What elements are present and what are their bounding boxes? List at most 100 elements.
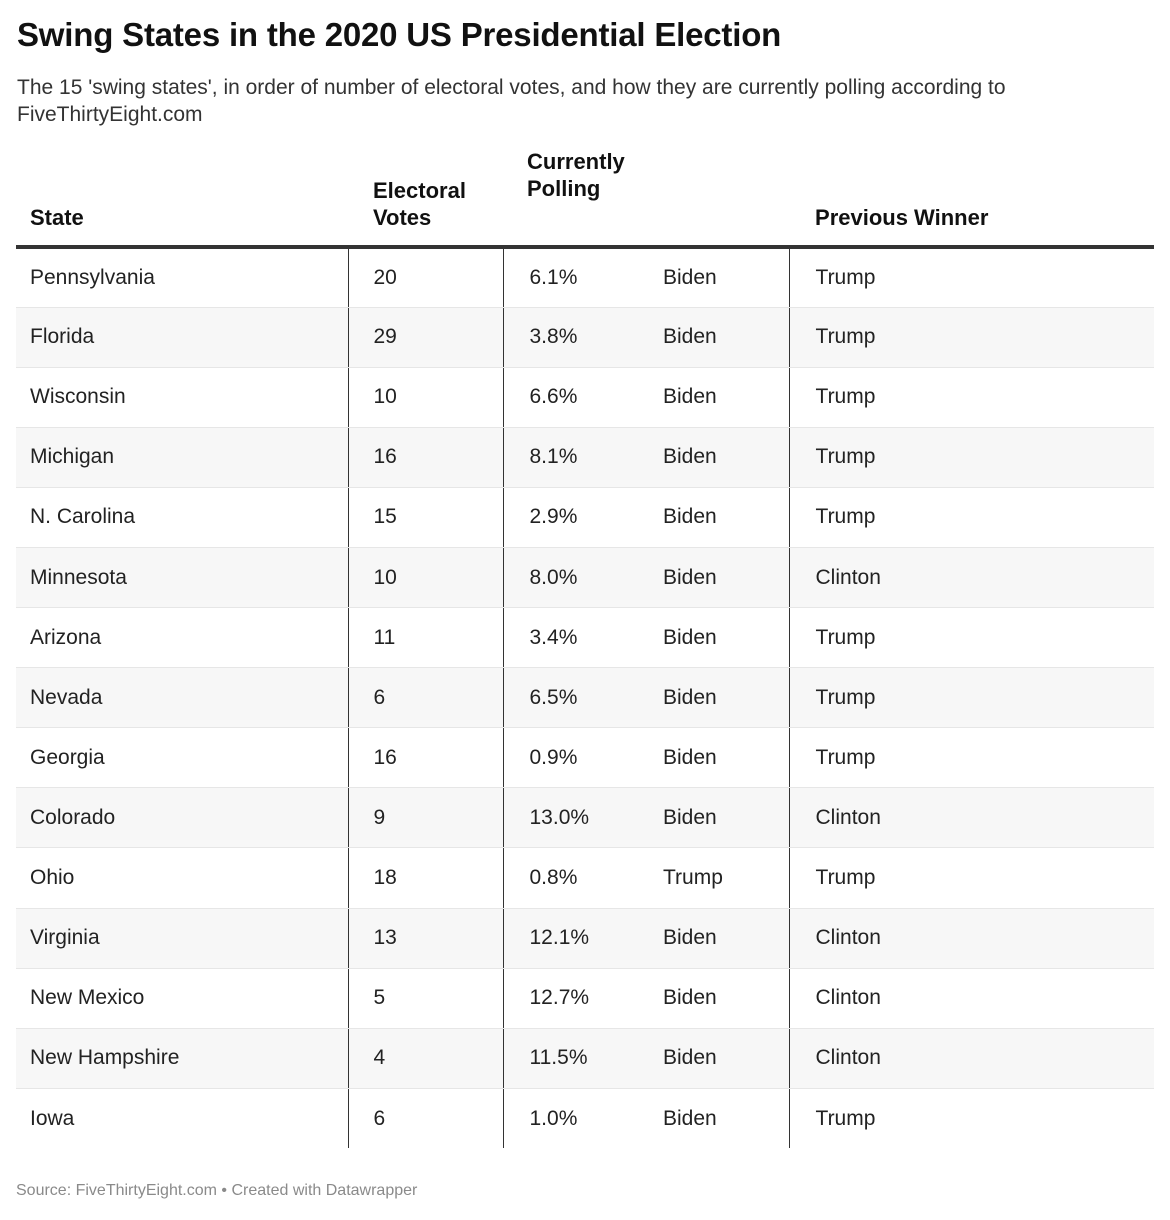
cell-polling-leader: Biden <box>661 367 790 428</box>
cell-state: Michigan <box>16 427 348 488</box>
cell-state: Arizona <box>16 607 348 669</box>
cell-polling-leader: Biden <box>661 908 790 969</box>
cell-previous-winner: Trump <box>788 847 1155 909</box>
header-state[interactable]: State <box>16 168 348 249</box>
table-row: Ohio 18 0.8% Trump Trump <box>16 847 1155 909</box>
cell-previous-winner: Trump <box>788 367 1155 428</box>
cell-polling-leader: Biden <box>661 667 790 729</box>
table-row: Colorado 9 13.0% Biden Clinton <box>16 787 1155 849</box>
chart-subtitle: The 15 'swing states', in order of numbe… <box>17 76 1006 126</box>
cell-electoral-votes: 10 <box>347 547 503 609</box>
table-row: N. Carolina 15 2.9% Biden Trump <box>16 487 1155 548</box>
cell-polling-leader: Biden <box>661 727 790 789</box>
header-previous-winner[interactable]: Previous Winner <box>789 168 1155 249</box>
cell-polling-margin: 2.9% <box>502 487 661 548</box>
cell-state: Georgia <box>16 727 348 789</box>
cell-previous-winner: Clinton <box>788 787 1155 849</box>
cell-electoral-votes: 10 <box>347 367 503 428</box>
cell-electoral-votes: 20 <box>347 247 503 308</box>
source-footer: Source: FiveThirtyEight.com • Created wi… <box>16 1182 418 1199</box>
cell-polling-margin: 8.0% <box>502 547 661 609</box>
cell-previous-winner: Clinton <box>788 908 1155 969</box>
cell-polling-leader: Biden <box>663 1106 717 1130</box>
cell-polling-margin: 6.6% <box>502 367 661 428</box>
cell-electoral-votes: 16 <box>347 727 503 789</box>
cell-electoral-votes: 18 <box>347 847 503 909</box>
cell-state: New Mexico <box>16 968 348 1029</box>
cell-polling-margin: 13.0% <box>502 787 661 849</box>
cell-previous-winner: Trump <box>788 667 1155 729</box>
table-row: Nevada 6 6.5% Biden Trump <box>16 667 1155 729</box>
cell-polling-margin: 0.9% <box>502 727 661 789</box>
source-link[interactable]: FiveThirtyEight.com <box>75 1182 217 1199</box>
cell-previous-winner: Clinton <box>788 547 1155 609</box>
cell-electoral-votes: 13 <box>347 908 503 969</box>
cell-state: Minnesota <box>16 547 348 609</box>
cell-polling-margin: 1.0% <box>502 1088 661 1149</box>
cell-state: Ohio <box>16 847 348 909</box>
cell-previous-winner: Trump <box>788 727 1155 789</box>
table-row: Virginia 13 12.1% Biden Clinton <box>16 908 1155 969</box>
cell-polling-margin: 3.8% <box>502 307 661 368</box>
cell-previous-winner: Trump <box>788 307 1155 368</box>
cell-polling-margin: 3.4% <box>502 607 661 669</box>
cell-previous-winner: Clinton <box>788 1028 1155 1089</box>
header-currently-polling[interactable]: Currently Polling <box>503 149 790 249</box>
table-row: Arizona 11 3.4% Biden Trump <box>16 607 1155 669</box>
cell-electoral-votes: 29 <box>347 307 503 368</box>
cell-polling-leader: Biden <box>661 968 790 1029</box>
cell-state: Virginia <box>16 908 348 969</box>
chart-title: Swing States in the 2020 US Presidential… <box>17 16 782 53</box>
table-row: Michigan 16 8.1% Biden Trump <box>16 427 1155 488</box>
cell-previous-winner: Trump <box>788 487 1155 548</box>
cell-electoral-votes: 4 <box>347 1028 503 1089</box>
cell-previous-winner: Trump <box>788 1088 1155 1149</box>
cell-previous-winner: Trump <box>788 247 1155 308</box>
cell-polling-margin: 0.8% <box>502 847 661 909</box>
table-row: Minnesota 10 8.0% Biden Clinton <box>16 547 1155 609</box>
cell-polling-leader: Biden <box>661 427 790 488</box>
cell-electoral-votes: 6 <box>347 1088 503 1149</box>
cell-previous-winner: Trump <box>788 607 1155 669</box>
cell-polling-leader: Biden <box>661 307 790 368</box>
table-body: Pennsylvania 20 6.1% Biden Trump Florida 29 3.8… <box>16 247 1155 1149</box>
cell-state: Wisconsin <box>16 367 348 428</box>
cell-state: N. Carolina <box>16 487 348 548</box>
cell-polling-leader: Biden <box>661 1028 790 1089</box>
cell-previous-winner: Trump <box>788 427 1155 488</box>
table-row: Florida 29 3.8% Biden Trump <box>16 307 1155 368</box>
cell-electoral-votes: 16 <box>347 427 503 488</box>
cell-electoral-votes: 9 <box>347 787 503 849</box>
cell-polling-margin: 6.5% <box>502 667 661 729</box>
cell-state: Iowa <box>30 1106 75 1130</box>
cell-polling-leader: Trump <box>661 847 790 909</box>
table-header-row: State Electoral Votes Currently Polling Pr… <box>16 149 1155 249</box>
cell-electoral-votes: 6 <box>347 667 503 729</box>
cell-polling-margin: 6.1% <box>502 247 661 308</box>
cell-state: Nevada <box>16 667 348 729</box>
table-row: Pennsylvania 20 6.1% Biden Trump <box>16 247 1155 308</box>
table-row: Georgia 16 0.9% Biden Trump <box>16 727 1155 789</box>
swing-states-table: State Electoral Votes Currently Polling Pr… <box>16 149 1155 1149</box>
cell-polling-margin: 12.7% <box>502 968 661 1029</box>
cell-polling-margin: 11.5% <box>502 1028 661 1089</box>
credit-link[interactable]: Created with Datawrapper <box>231 1182 418 1199</box>
cell-polling-margin: 12.1% <box>502 908 661 969</box>
cell-polling-leader: Biden <box>661 547 790 609</box>
table-row: Wisconsin 10 6.6% Biden Trump <box>16 367 1155 428</box>
cell-polling-margin: 8.1% <box>502 427 661 488</box>
cell-state: Florida <box>16 307 348 368</box>
cell-electoral-votes: 15 <box>347 487 503 548</box>
cell-previous-winner: Clinton <box>788 968 1155 1029</box>
cell-polling-leader: Biden <box>661 607 790 669</box>
cell-state: Pennsylvania <box>16 247 348 308</box>
cell-electoral-votes: 11 <box>347 607 503 669</box>
cell-state: Colorado <box>16 787 348 849</box>
cell-polling-leader: Biden <box>661 247 790 308</box>
cell-state: New Hampshire <box>16 1028 348 1089</box>
header-electoral-votes[interactable]: Electoral Votes <box>348 168 503 249</box>
table-row: New Mexico 5 12.7% Biden Clinton <box>16 968 1155 1029</box>
cell-electoral-votes: 5 <box>347 968 503 1029</box>
cell-polling-leader: Biden <box>661 487 790 548</box>
